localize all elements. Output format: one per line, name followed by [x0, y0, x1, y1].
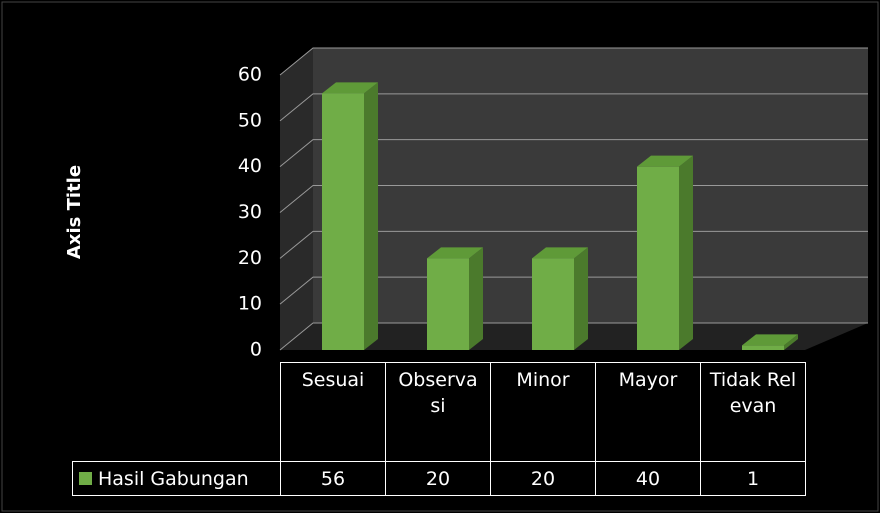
category-cell: Sesuai: [280, 362, 386, 462]
bar: [637, 166, 679, 350]
y-tick-label: 30: [238, 201, 262, 223]
bar: [742, 345, 784, 350]
bar: [532, 258, 574, 350]
bar-side: [364, 82, 378, 350]
bar: [427, 258, 469, 350]
legend-swatch: [79, 472, 92, 485]
bar-side: [679, 155, 693, 350]
bar-top: [532, 247, 588, 259]
bar-top: [637, 155, 693, 167]
grid-line: [279, 47, 868, 76]
value-cell: 56: [280, 461, 386, 496]
y-tick-label: 40: [238, 155, 262, 177]
value-cell: 1: [700, 461, 806, 496]
bar-top: [427, 247, 483, 259]
y-tick-label: 50: [238, 109, 262, 131]
legend-cell: Hasil Gabungan: [72, 461, 281, 496]
bar-top: [742, 334, 798, 346]
y-tick-label: 60: [238, 64, 262, 86]
value-cell: 20: [490, 461, 596, 496]
category-cell: Minor: [490, 362, 596, 462]
bar-side: [469, 247, 483, 350]
y-tick-label: 10: [238, 293, 262, 315]
value-cell: 40: [595, 461, 701, 496]
y-axis-title: Axis Title: [64, 165, 85, 259]
value-cell: 20: [385, 461, 491, 496]
category-cell: Mayor: [595, 362, 701, 462]
bar-side: [784, 334, 798, 350]
category-cell: Tidak Relevan: [700, 362, 806, 462]
bar-side: [574, 247, 588, 350]
grid-line: [279, 93, 868, 122]
legend-label: Hasil Gabungan: [98, 468, 249, 490]
category-cell: Observasi: [385, 362, 491, 462]
bar: [322, 93, 364, 350]
bar-top: [322, 82, 378, 94]
grid-line: [279, 139, 868, 168]
y-tick-label: 20: [238, 247, 262, 269]
y-tick-label: 0: [250, 339, 262, 361]
